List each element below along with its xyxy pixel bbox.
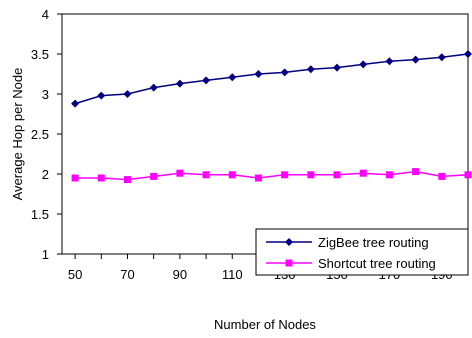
legend-box bbox=[255, 228, 469, 276]
y-tick-label: 3.5 bbox=[31, 47, 49, 62]
data-point-diamond bbox=[359, 60, 368, 69]
data-point-square bbox=[202, 171, 210, 179]
data-point-square bbox=[123, 176, 131, 184]
x-axis-title: Number of Nodes bbox=[214, 317, 316, 332]
data-point-square bbox=[281, 171, 289, 179]
series-shortcut-tree-routing bbox=[71, 168, 472, 184]
legend-entry: ZigBee tree routing bbox=[266, 235, 429, 250]
x-tick-label: 90 bbox=[173, 267, 187, 282]
legend-entry: Shortcut tree routing bbox=[266, 256, 436, 271]
data-point-diamond bbox=[71, 99, 80, 108]
data-point-diamond bbox=[411, 55, 420, 64]
data-point-square bbox=[285, 259, 293, 267]
series-zigbee-tree-routing bbox=[71, 50, 472, 108]
data-point-diamond bbox=[149, 83, 158, 92]
data-point-diamond bbox=[254, 70, 263, 78]
legend-label: ZigBee tree routing bbox=[318, 235, 429, 250]
data-point-square bbox=[333, 171, 341, 179]
x-tick-label: 50 bbox=[68, 267, 82, 282]
data-point-diamond bbox=[333, 63, 342, 72]
data-point-square bbox=[176, 169, 184, 177]
data-point-square bbox=[359, 169, 367, 177]
data-point-diamond bbox=[123, 90, 132, 98]
plot-area bbox=[61, 13, 469, 255]
data-point-square bbox=[71, 174, 79, 182]
y-tick-label: 4 bbox=[42, 7, 49, 22]
data-point-diamond bbox=[306, 65, 315, 74]
data-point-diamond bbox=[385, 57, 394, 66]
data-point-square bbox=[307, 171, 315, 179]
x-tick-label: 70 bbox=[120, 267, 134, 282]
series-line bbox=[75, 170, 469, 181]
x-tick-label: 110 bbox=[222, 267, 243, 282]
data-point-diamond bbox=[285, 238, 293, 246]
data-point-diamond bbox=[97, 91, 106, 100]
y-tick-label: 3 bbox=[42, 87, 49, 102]
data-point-square bbox=[385, 171, 393, 179]
data-point-diamond bbox=[175, 79, 184, 88]
y-tick-label: 1 bbox=[42, 247, 49, 262]
y-axis-ticks: 1 1.5 2 2.5 3 3.5 4 bbox=[31, 7, 62, 262]
data-point-square bbox=[412, 168, 420, 176]
y-tick-label: 2.5 bbox=[31, 127, 49, 142]
data-point-square bbox=[254, 174, 262, 182]
plot-frame bbox=[61, 13, 469, 255]
series-line bbox=[74, 53, 469, 105]
data-point-square bbox=[150, 172, 158, 180]
data-point-square bbox=[228, 171, 236, 179]
y-tick-label: 1.5 bbox=[31, 207, 49, 222]
legend: ZigBee tree routing Shortcut tree routing bbox=[255, 228, 469, 276]
data-point-diamond bbox=[437, 53, 446, 62]
y-axis-title: Average Hop per Node bbox=[10, 68, 25, 201]
data-point-diamond bbox=[280, 68, 289, 77]
data-point-diamond bbox=[202, 76, 211, 85]
data-point-square bbox=[97, 174, 105, 182]
data-point-diamond bbox=[464, 50, 472, 58]
data-point-diamond bbox=[228, 73, 237, 82]
legend-label: Shortcut tree routing bbox=[318, 256, 436, 271]
series-layer bbox=[71, 50, 472, 184]
data-point-square bbox=[438, 172, 446, 180]
data-point-square bbox=[464, 171, 472, 179]
y-tick-label: 2 bbox=[42, 167, 49, 182]
